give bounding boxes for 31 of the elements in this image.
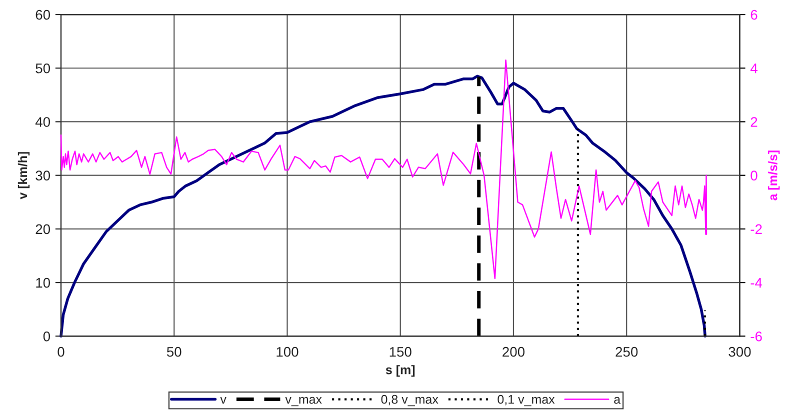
y2-tick-label: -4	[750, 278, 762, 288]
y-tick-label: 50	[36, 63, 50, 74]
x-tick-label: 250	[616, 346, 638, 357]
y2-tick-label: 4	[750, 64, 758, 74]
legend-label: a	[614, 396, 621, 404]
x-axis-title: s [m]	[386, 365, 415, 377]
y2-tick-label: -6	[750, 331, 762, 342]
y-tick-label: 20	[36, 224, 50, 234]
y-tick-label: 30	[36, 170, 50, 181]
legend-label: v_max	[285, 396, 322, 406]
y-tick-label: 40	[35, 117, 50, 127]
y-axis-title: v [km/h]	[18, 152, 30, 200]
x-tick-label: 150	[390, 346, 412, 357]
y-tick-label: 10	[36, 278, 50, 288]
x-tick-label: 100	[276, 346, 298, 357]
x-tick-label: 200	[502, 346, 525, 357]
legend-label: 0,8 v_max	[381, 394, 438, 406]
y-tick-label: 60	[36, 10, 50, 20]
x-tick-label: 300	[728, 346, 751, 357]
y-tick-label: 0	[43, 331, 50, 342]
y2-tick-label: 2	[750, 117, 758, 127]
legend-label: v	[220, 397, 226, 404]
y2-tick-label: 6	[750, 10, 758, 20]
line-series	[60, 59, 708, 280]
y2-tick-label: 0	[750, 170, 758, 181]
line-series	[60, 74, 706, 338]
y2-axis-title: a [m/s/s]	[768, 150, 780, 200]
y2-tick-label: -2	[750, 224, 762, 234]
x-tick-label: 50	[166, 346, 182, 357]
legend-label: 0,1 v_max	[498, 394, 555, 406]
x-tick-label: 0	[58, 346, 64, 357]
